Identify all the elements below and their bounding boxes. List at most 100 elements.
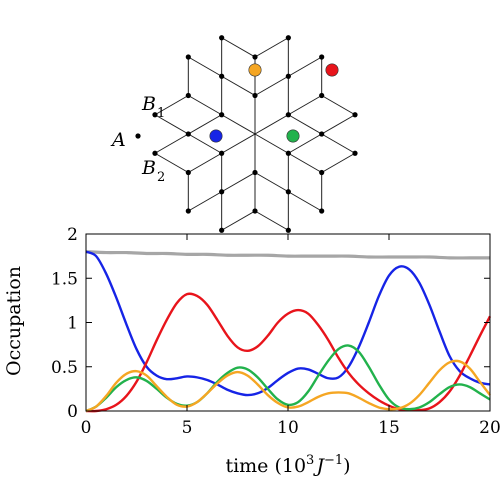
lattice-edge: [254, 114, 289, 135]
lattice-site: [219, 189, 225, 195]
y-tick-label: 0: [67, 402, 78, 422]
x-axis-ticks: 0 5 10 15 20: [81, 234, 500, 438]
y-axis-ticks: 0 0.5 1 1.5 2: [51, 225, 490, 422]
lattice-edge: [154, 152, 189, 173]
lattice-site: [185, 131, 191, 137]
lattice-edge: [154, 133, 189, 154]
label-B1-subscript: 1: [157, 106, 165, 121]
lattice-site: [319, 131, 325, 137]
lattice-site: [319, 92, 325, 99]
lattice-site: [219, 73, 225, 79]
lattice-site: [219, 35, 225, 41]
lattice-edge: [321, 95, 356, 116]
lattice-site: [285, 150, 291, 156]
lattice-edge: [188, 133, 222, 154]
lattice-edge: [221, 114, 256, 135]
series-red-points: [86, 294, 490, 411]
x-axis-label-sup2: −1: [324, 453, 343, 468]
lattice-site: [185, 169, 191, 176]
x-tick-label: 0: [81, 418, 92, 438]
y-tick-label: 1.5: [51, 269, 78, 289]
series-blue-line: [85, 250, 491, 397]
lattice-site: [319, 208, 325, 214]
x-axis-label: time (103 J−1): [225, 453, 350, 477]
lattice-diagram: A B 1 B 2: [110, 35, 358, 233]
lattice-edge: [321, 152, 356, 173]
lattice-edge: [288, 114, 322, 135]
label-B2-subscript: 2: [157, 170, 165, 185]
highlighted-site-orange: [248, 63, 262, 77]
lattice-edge: [221, 210, 256, 231]
lattice-site: [152, 112, 158, 118]
lattice-site: [252, 169, 258, 176]
lattice-edge: [188, 152, 222, 173]
lattice-edges: [154, 37, 356, 231]
x-axis-label-sup1: 3: [306, 453, 314, 468]
lattice-site: [285, 227, 291, 233]
label-B1: B: [141, 93, 156, 115]
lattice-site: [352, 112, 358, 118]
lattice-edge: [154, 114, 189, 135]
lattice-site: [219, 227, 225, 233]
lattice-highlighted-sites: [209, 63, 339, 143]
lattice-edge: [288, 95, 322, 116]
lattice-edge: [321, 133, 356, 154]
plot-series: [85, 250, 492, 413]
lattice-site: [219, 112, 225, 118]
highlighted-site-red: [325, 63, 339, 77]
lattice-edge: [254, 172, 289, 193]
occupation-plot: 0 5 10 15 20 0 0.5 1 1.5 2 time (103 J−1) Occupat…: [3, 225, 500, 477]
y-axis-label: Occupation: [3, 266, 25, 376]
lattice-nodes: [135, 35, 358, 233]
lattice-edge: [288, 133, 322, 154]
lattice-edge: [288, 191, 322, 212]
highlighted-site-blue: [209, 129, 223, 143]
lattice-site: [319, 54, 325, 60]
x-axis-label-suffix: ): [343, 455, 350, 477]
lattice-edge: [254, 210, 289, 231]
lattice-site: [185, 208, 191, 214]
highlighted-site-green: [286, 129, 300, 143]
x-tick-label: 20: [479, 418, 500, 438]
lattice-edge: [288, 56, 322, 77]
y-tick-label: 1: [67, 314, 78, 334]
series-grey-line: [85, 250, 490, 260]
lattice-edge: [288, 152, 322, 173]
x-tick-label: 10: [277, 418, 299, 438]
lattice-edge: [154, 95, 189, 116]
x-axis-label-J: J: [312, 455, 325, 477]
x-axis-label-prefix: time (10: [225, 455, 306, 477]
lattice-edge: [254, 37, 289, 58]
lattice-edge: [188, 95, 222, 116]
lattice-edge: [321, 114, 356, 135]
lattice-edge: [188, 114, 222, 135]
y-tick-label: 0.5: [51, 358, 78, 378]
label-B2: B: [141, 157, 156, 179]
lattice-edge: [221, 37, 256, 58]
x-tick-label: 15: [378, 418, 400, 438]
lattice-site: [252, 208, 258, 214]
lattice-edge: [188, 191, 222, 212]
lattice-edge: [221, 133, 256, 154]
x-tick-label: 5: [182, 418, 193, 438]
lattice-edge: [254, 133, 289, 154]
lattice-edge: [221, 172, 256, 193]
lattice-site: [319, 169, 325, 176]
lattice-edge: [221, 75, 256, 96]
lattice-site: [252, 54, 258, 60]
lattice-site: [285, 189, 291, 195]
label-A: A: [110, 129, 126, 151]
lattice-site: [219, 150, 225, 156]
series-green-line: [85, 344, 491, 413]
lattice-site: [285, 73, 291, 79]
lattice-edge: [188, 56, 222, 77]
lattice-site: [185, 92, 191, 99]
y-tick-label: 2: [67, 225, 78, 245]
lattice-site: [285, 112, 291, 118]
lattice-site: [152, 150, 158, 156]
lattice-edge: [254, 75, 289, 96]
lattice-site: [285, 35, 291, 41]
lattice-site-A: [135, 133, 141, 139]
lattice-site: [352, 150, 358, 156]
